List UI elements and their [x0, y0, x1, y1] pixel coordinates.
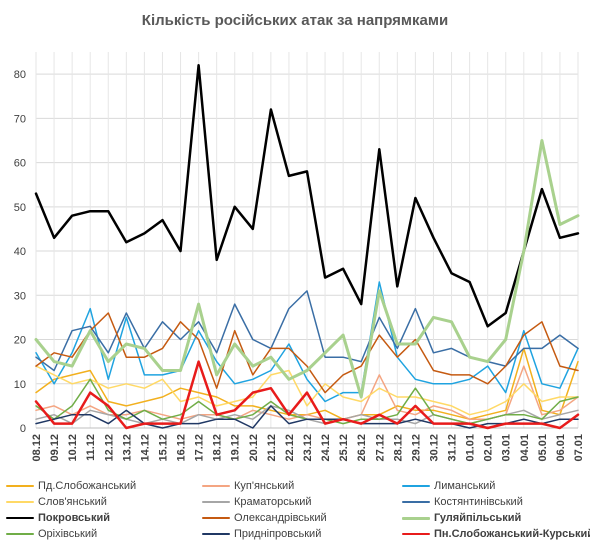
legend-label: Краматорський — [234, 496, 312, 508]
legend-swatch — [202, 485, 230, 487]
x-tick-label: 04.01 — [519, 434, 531, 462]
legend-item: Пд.Слобожанський — [6, 478, 136, 494]
x-tick-label: 31.12 — [447, 434, 459, 462]
x-tick-label: 22.12 — [284, 434, 296, 462]
legend-label: Пд.Слобожанський — [38, 480, 137, 492]
legend-label: Оріхівський — [38, 528, 98, 540]
x-tick-label: 10.12 — [67, 434, 79, 462]
x-tick-label: 01.01 — [465, 434, 477, 462]
legend-item: Гуляйпільський — [402, 510, 521, 526]
series-line-4 — [35, 365, 579, 416]
legend-label: Покровський — [38, 512, 110, 524]
legend-label: Лиманський — [434, 480, 496, 492]
legend-swatch — [202, 501, 230, 503]
legend-label: Олександрівський — [234, 512, 327, 524]
x-tick-label: 30.12 — [428, 434, 440, 462]
y-tick-label: 60 — [14, 158, 26, 170]
series-line-9 — [34, 139, 580, 399]
legend-swatch — [6, 501, 34, 503]
y-tick-label: 0 — [20, 423, 26, 435]
x-tick-label: 02.01 — [483, 434, 495, 462]
x-tick-label: 18.12 — [212, 434, 224, 462]
legend-swatch — [402, 501, 430, 503]
x-tick-label: 03.01 — [501, 434, 513, 462]
legend-item: Олександрівський — [202, 510, 327, 526]
series-line-3 — [35, 281, 579, 403]
legend-label: Куп'янський — [234, 480, 295, 492]
legend-swatch — [402, 485, 430, 487]
legend-item: Пн.Слобожанський-Курський — [402, 526, 590, 542]
x-tick-label: 15.12 — [157, 434, 169, 462]
legend-swatch — [202, 533, 230, 535]
legend-label: Слов'янський — [38, 496, 107, 508]
legend-item: Придніпровський — [202, 526, 321, 542]
x-tick-label: 05.01 — [537, 434, 549, 462]
x-tick-label: 12.12 — [103, 434, 115, 462]
line-chart: 0 10 20 30 40 50 60 70 80 08.12 09.12 10.12 11.12 12.… — [14, 52, 585, 462]
legend-item: Покровський — [6, 510, 110, 526]
series-line-11 — [35, 405, 579, 429]
x-tick-label: 23.12 — [302, 434, 314, 462]
x-tick-label: 20.12 — [248, 434, 260, 462]
legend-swatch — [6, 533, 34, 535]
x-tick-label: 14.12 — [139, 434, 151, 462]
series-line-12 — [34, 360, 580, 430]
series-line-8 — [35, 312, 579, 394]
x-tick-label: 11.12 — [85, 434, 97, 461]
legend-item: Краматорський — [202, 494, 312, 510]
x-tick-label: 25.12 — [338, 434, 350, 462]
x-tick-label: 26.12 — [356, 434, 368, 462]
legend-swatch — [6, 516, 34, 520]
x-tick-label: 07.01 — [573, 434, 585, 462]
legend-item: Оріхівський — [6, 526, 97, 542]
y-tick-label: 20 — [14, 335, 26, 347]
y-tick-label: 40 — [14, 246, 26, 258]
legend-label: Придніпровський — [234, 528, 322, 540]
legend-item: Куп'янський — [202, 478, 294, 494]
legend-label: Гуляйпільський — [434, 512, 522, 524]
x-tick-label: 28.12 — [392, 434, 404, 462]
y-tick-label: 10 — [14, 379, 26, 391]
y-tick-label: 30 — [14, 290, 26, 302]
x-tick-label: 27.12 — [374, 434, 386, 462]
y-tick-label: 80 — [14, 69, 26, 81]
x-tick-label: 08.12 — [31, 434, 43, 462]
x-tick-label: 16.12 — [176, 434, 188, 462]
x-tick-label: 21.12 — [266, 434, 278, 462]
y-tick-label: 70 — [14, 113, 26, 125]
x-tick-label: 29.12 — [410, 434, 422, 462]
x-tick-label: 17.12 — [194, 434, 206, 462]
legend-label: Пн.Слобожанський-Курський — [434, 528, 590, 540]
legend-swatch — [402, 532, 430, 536]
legend-item: Лиманський — [402, 478, 495, 494]
legend-item: Слов'янський — [6, 494, 107, 510]
x-tick-label: 06.01 — [555, 434, 567, 462]
x-tick-label: 13.12 — [121, 434, 133, 462]
legend-swatch — [202, 517, 230, 519]
y-tick-label: 50 — [14, 202, 26, 214]
x-tick-label: 19.12 — [230, 434, 242, 462]
legend-item: Костянтинівський — [402, 494, 523, 510]
chart-title: Кількість російських атак за напрямками — [141, 12, 449, 29]
series-line-7 — [34, 64, 580, 328]
legend-swatch — [402, 516, 430, 520]
x-tick-label: 24.12 — [320, 434, 332, 462]
legend-swatch — [6, 485, 34, 487]
legend-label: Костянтинівський — [434, 496, 523, 508]
x-tick-label: 09.12 — [49, 434, 61, 462]
